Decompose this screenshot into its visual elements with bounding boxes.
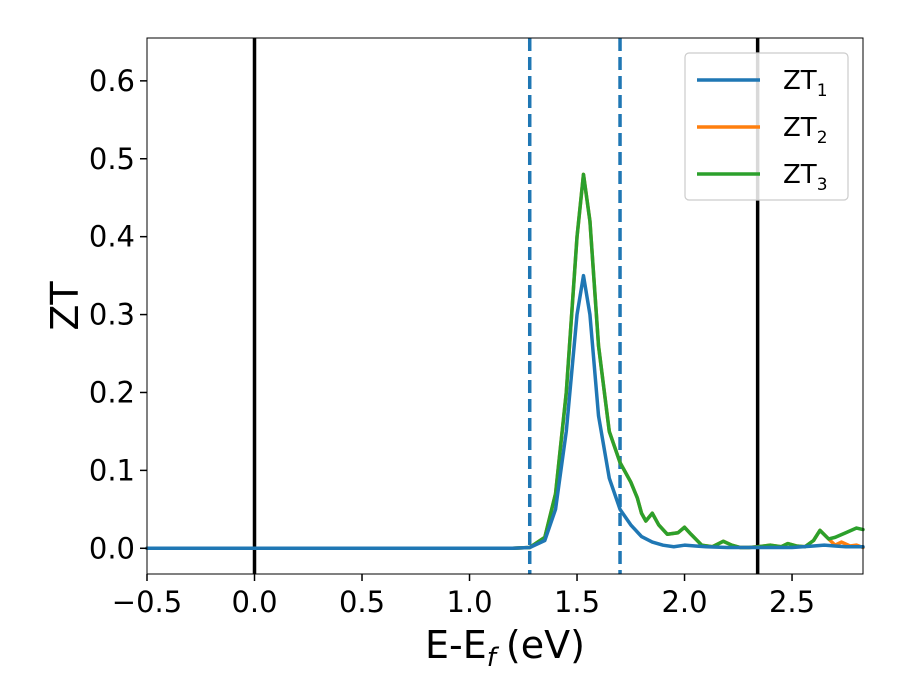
y-tick-label: 0.0	[89, 531, 135, 565]
y-axis-label: ZT	[43, 281, 87, 331]
series-lines	[145, 172, 865, 551]
x-axis-label-main: E-E	[425, 623, 487, 667]
legend-label-zt2: ZT2	[783, 113, 828, 148]
x-axis-label: E-Ef (eV)	[425, 623, 585, 673]
legend-label-subscript: 3	[817, 175, 828, 195]
x-tick-label: 0.5	[339, 585, 385, 619]
x-tick-label: 0.0	[231, 585, 277, 619]
plot-frame	[146, 37, 864, 575]
y-tick-label: 0.4	[89, 220, 135, 254]
y-tick-label: 0.5	[89, 142, 135, 176]
x-tick-label: 2.5	[769, 585, 815, 619]
legend-label-main: ZT	[783, 66, 817, 96]
legend-label-main: ZT	[783, 113, 817, 143]
x-axis-ticks: −0.5 0.0 0.5 1.0 1.5 2.0 2.5	[112, 574, 815, 619]
y-tick-label: 0.6	[89, 64, 135, 98]
legend-label-subscript: 2	[817, 128, 828, 148]
y-tick-label: 0.3	[89, 298, 135, 332]
x-tick-label: 2.0	[661, 585, 707, 619]
series-line-zt1	[145, 273, 865, 551]
x-axis-label-unit: (eV)	[506, 623, 585, 667]
y-axis-ticks: 0.0 0.1 0.2 0.3 0.4 0.5 0.6	[89, 64, 147, 565]
legend-label-subscript: 1	[817, 81, 828, 101]
x-tick-label: 1.0	[446, 585, 492, 619]
x-tick-label: 1.5	[554, 585, 600, 619]
legend-box	[684, 52, 849, 201]
legend-label-zt3: ZT3	[783, 160, 828, 195]
legend-label-main: ZT	[783, 160, 817, 190]
legend-label-zt1: ZT1	[783, 66, 828, 101]
y-tick-label: 0.2	[89, 375, 135, 409]
x-tick-label: −0.5	[112, 585, 182, 619]
y-tick-label: 0.1	[89, 453, 135, 487]
